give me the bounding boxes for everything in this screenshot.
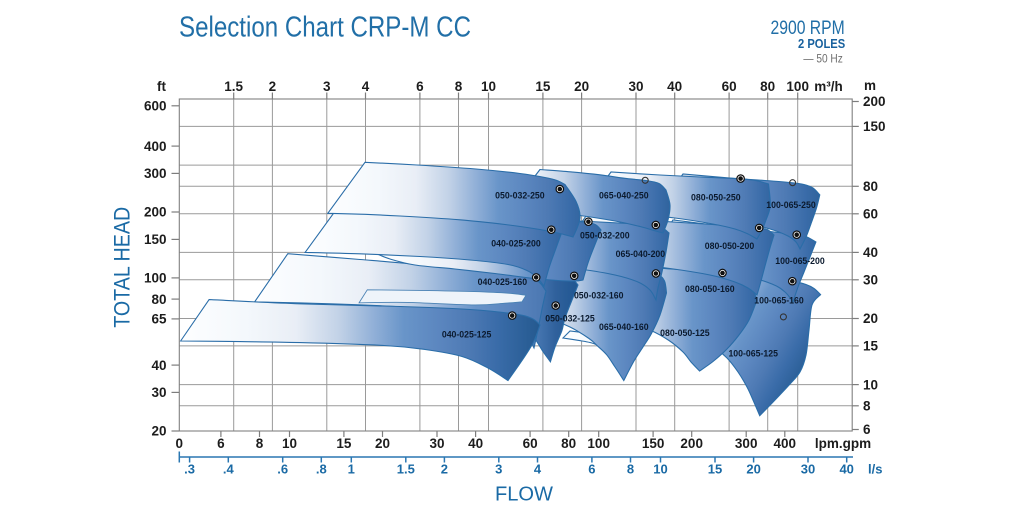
svg-text:0: 0 <box>176 436 184 451</box>
svg-text:100: 100 <box>786 79 809 94</box>
svg-text:100-065-200: 100-065-200 <box>775 255 825 266</box>
svg-text:8: 8 <box>627 462 634 477</box>
svg-text:.8: .8 <box>316 462 327 477</box>
svg-text:6: 6 <box>217 436 225 451</box>
svg-text:8: 8 <box>863 399 871 414</box>
svg-text:15: 15 <box>863 339 879 354</box>
svg-text:30: 30 <box>863 273 878 288</box>
svg-text:3: 3 <box>323 79 331 94</box>
svg-text:200: 200 <box>144 205 167 220</box>
svg-text:20: 20 <box>375 436 390 451</box>
svg-text:40: 40 <box>151 358 166 373</box>
svg-text:20: 20 <box>746 462 760 477</box>
svg-text:3: 3 <box>495 462 502 477</box>
svg-text:15: 15 <box>535 79 551 94</box>
svg-text:ft: ft <box>157 79 166 94</box>
svg-text:200: 200 <box>863 94 886 109</box>
svg-text:080-050-200: 080-050-200 <box>705 240 755 251</box>
svg-text:150: 150 <box>144 232 167 247</box>
svg-text:065-040-200: 065-040-200 <box>616 248 666 259</box>
svg-text:100-065-125: 100-065-125 <box>728 348 778 359</box>
svg-text:30: 30 <box>628 79 643 94</box>
svg-text:40: 40 <box>468 436 483 451</box>
svg-text:60: 60 <box>863 207 878 222</box>
svg-text:60: 60 <box>722 79 737 94</box>
svg-text:40: 40 <box>839 462 853 477</box>
svg-text:600: 600 <box>144 99 167 114</box>
svg-text:1.5: 1.5 <box>224 79 243 94</box>
svg-text:100-065-250: 100-065-250 <box>766 199 816 210</box>
svg-text:80: 80 <box>760 79 775 94</box>
svg-text:20: 20 <box>151 424 166 439</box>
svg-text:60: 60 <box>523 436 538 451</box>
svg-text:400: 400 <box>774 436 797 451</box>
svg-text:— 50 Hz: — 50 Hz <box>803 52 842 66</box>
svg-text:20: 20 <box>574 79 589 94</box>
svg-text:2 POLES: 2 POLES <box>798 36 846 51</box>
svg-text:6: 6 <box>416 79 424 94</box>
svg-text:l/s: l/s <box>868 462 882 477</box>
svg-text:2: 2 <box>269 79 277 94</box>
svg-text:150: 150 <box>642 436 665 451</box>
svg-text:80: 80 <box>151 292 166 307</box>
svg-text:.6: .6 <box>277 462 288 477</box>
svg-text:050-032-250: 050-032-250 <box>495 190 545 201</box>
svg-text:10: 10 <box>653 462 667 477</box>
svg-text:TOTAL HEAD: TOTAL HEAD <box>109 207 134 328</box>
svg-text:8: 8 <box>256 436 264 451</box>
svg-text:65: 65 <box>151 312 167 327</box>
svg-text:6: 6 <box>863 422 871 437</box>
svg-text:080-050-250: 080-050-250 <box>691 191 741 202</box>
svg-text:080-050-125: 080-050-125 <box>660 327 710 338</box>
svg-text:lpm.gpm: lpm.gpm <box>815 436 871 451</box>
svg-text:m: m <box>864 78 876 93</box>
svg-text:Selection Chart CRP-M CC: Selection Chart CRP-M CC <box>179 12 471 44</box>
svg-text:15: 15 <box>336 436 352 451</box>
svg-text:100: 100 <box>144 271 167 286</box>
svg-text:4: 4 <box>362 79 370 94</box>
svg-text:065-040-250: 065-040-250 <box>599 190 649 201</box>
svg-text:080-050-160: 080-050-160 <box>685 283 735 294</box>
svg-text:40: 40 <box>667 79 682 94</box>
svg-text:2900 RPM: 2900 RPM <box>771 18 845 39</box>
svg-text:6: 6 <box>588 462 595 477</box>
svg-text:050-032-200: 050-032-200 <box>580 229 630 240</box>
svg-text:30: 30 <box>151 385 166 400</box>
svg-text:150: 150 <box>863 119 886 134</box>
svg-text:15: 15 <box>708 462 722 477</box>
svg-text:10: 10 <box>282 436 297 451</box>
svg-text:300: 300 <box>735 436 758 451</box>
svg-text:8: 8 <box>455 79 463 94</box>
svg-text:200: 200 <box>680 436 703 451</box>
svg-text:100-065-160: 100-065-160 <box>754 295 804 306</box>
svg-text:80: 80 <box>863 179 878 194</box>
svg-text:1: 1 <box>348 462 355 477</box>
svg-text:FLOW: FLOW <box>495 484 553 506</box>
svg-text:040-025-200: 040-025-200 <box>491 238 541 249</box>
svg-text:.4: .4 <box>223 462 235 477</box>
svg-text:10: 10 <box>481 79 496 94</box>
svg-text:065-040-160: 065-040-160 <box>599 321 649 332</box>
svg-text:10: 10 <box>863 377 878 392</box>
svg-text:30: 30 <box>429 436 444 451</box>
svg-text:30: 30 <box>801 462 815 477</box>
svg-text:400: 400 <box>144 139 167 154</box>
svg-text:2: 2 <box>441 462 448 477</box>
svg-text:040-025-160: 040-025-160 <box>478 276 528 287</box>
svg-text:100: 100 <box>587 436 610 451</box>
svg-text:300: 300 <box>144 166 167 181</box>
svg-text:20: 20 <box>863 311 878 326</box>
svg-text:1.5: 1.5 <box>397 462 415 477</box>
svg-text:80: 80 <box>561 436 576 451</box>
svg-text:050-032-160: 050-032-160 <box>574 290 624 301</box>
svg-text:4: 4 <box>534 462 542 477</box>
svg-text:.3: .3 <box>184 462 195 477</box>
svg-text:40: 40 <box>863 245 878 260</box>
svg-text:m³/h: m³/h <box>814 79 843 94</box>
svg-text:040-025-125: 040-025-125 <box>442 328 492 339</box>
svg-text:050-032-125: 050-032-125 <box>545 313 595 324</box>
